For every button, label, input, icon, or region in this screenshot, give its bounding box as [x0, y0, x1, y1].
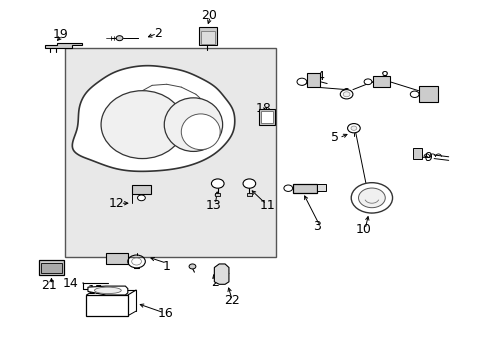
Text: 17: 17	[104, 254, 120, 267]
Circle shape	[347, 123, 360, 133]
Ellipse shape	[358, 188, 385, 208]
Circle shape	[364, 79, 371, 85]
Text: 5: 5	[331, 131, 339, 144]
Circle shape	[296, 78, 306, 85]
Circle shape	[211, 179, 224, 188]
Polygon shape	[45, 43, 81, 48]
Text: 6: 6	[340, 87, 348, 100]
Bar	[106, 253, 127, 264]
Bar	[306, 73, 320, 87]
Text: 10: 10	[355, 223, 371, 236]
Text: 3: 3	[313, 220, 321, 233]
Bar	[201, 31, 215, 44]
Text: 18: 18	[256, 102, 271, 115]
Circle shape	[284, 185, 292, 192]
Text: 9: 9	[424, 151, 431, 165]
Circle shape	[137, 195, 145, 201]
Text: 14: 14	[62, 277, 78, 290]
Bar	[317, 184, 325, 192]
Text: 19: 19	[53, 28, 68, 41]
Bar	[131, 185, 151, 194]
Circle shape	[116, 36, 122, 41]
Text: 22: 22	[224, 294, 240, 307]
Bar	[412, 148, 422, 159]
Text: 13: 13	[205, 198, 221, 212]
Ellipse shape	[181, 114, 220, 150]
Bar	[246, 193, 251, 196]
Bar	[215, 193, 220, 196]
Polygon shape	[88, 286, 127, 295]
Bar	[64, 48, 276, 257]
Text: 21: 21	[41, 279, 56, 292]
Bar	[259, 109, 274, 125]
Text: 7: 7	[425, 92, 432, 105]
Ellipse shape	[350, 183, 392, 213]
Bar	[39, 260, 63, 275]
Text: 1: 1	[163, 260, 170, 273]
Circle shape	[409, 91, 418, 98]
Bar	[41, 263, 61, 273]
Bar	[199, 27, 217, 45]
Text: 4: 4	[315, 70, 323, 83]
Text: 15: 15	[87, 284, 103, 297]
Bar	[261, 111, 272, 123]
Polygon shape	[72, 66, 234, 171]
Text: 12: 12	[108, 197, 124, 211]
Circle shape	[243, 179, 255, 188]
Ellipse shape	[94, 287, 121, 294]
Circle shape	[343, 92, 349, 97]
Bar	[86, 295, 127, 316]
Bar	[418, 86, 437, 102]
Polygon shape	[214, 264, 228, 284]
Bar	[292, 184, 317, 193]
Bar	[372, 76, 389, 87]
Circle shape	[350, 126, 356, 130]
Text: 2: 2	[154, 27, 162, 40]
Text: 20: 20	[201, 9, 217, 22]
Text: 11: 11	[260, 198, 275, 212]
Ellipse shape	[101, 91, 183, 158]
Ellipse shape	[164, 98, 222, 152]
Circle shape	[189, 264, 196, 269]
Text: 16: 16	[157, 307, 173, 320]
Text: 2: 2	[211, 276, 219, 289]
Text: 8: 8	[379, 70, 387, 83]
Circle shape	[340, 90, 352, 99]
